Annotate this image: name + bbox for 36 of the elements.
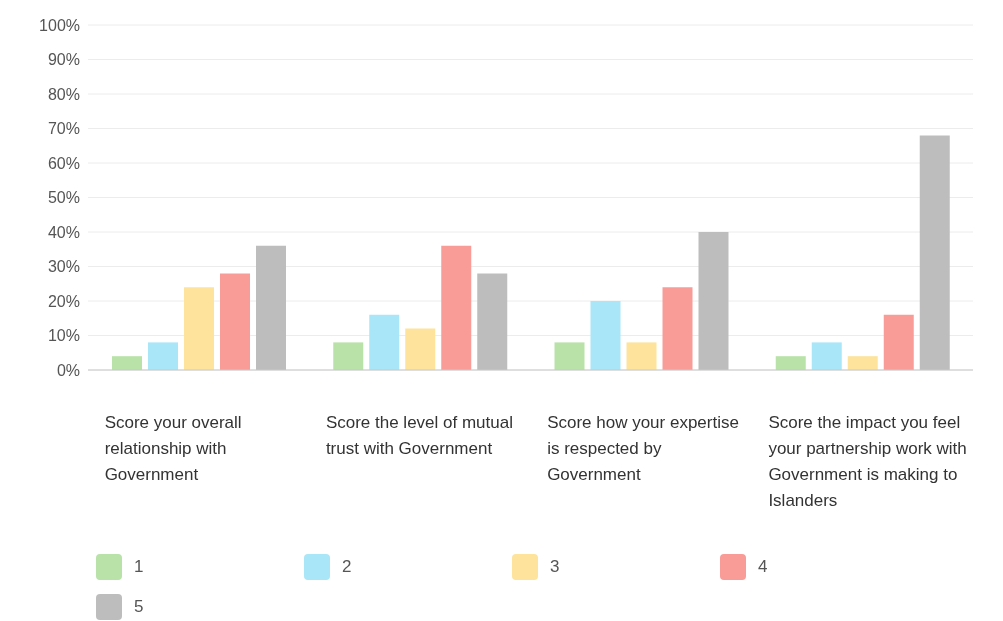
x-tick-label: Score the impact you feel your partnership work with Government is making to Islanders [768,412,968,512]
y-tick-label: 30% [47,258,80,276]
x-tick-label: Score your overall relationship with Government [104,412,243,486]
bar [333,342,364,370]
legend-label: 1 [134,557,144,577]
bar [405,328,436,370]
bar [148,342,178,370]
y-tick-label: 100% [39,16,80,34]
bar [369,314,400,370]
bar [184,287,214,370]
bar [775,356,806,370]
bar [662,287,693,370]
y-tick-label: 0% [56,361,80,379]
y-tick-label: 80% [47,85,80,103]
bar [441,245,472,370]
y-tick-label: 10% [47,327,80,345]
bar [554,342,585,370]
legend-label: 4 [758,557,768,577]
legend-label: 2 [342,557,352,577]
y-tick-label: 90% [47,51,80,69]
bar [626,342,657,370]
legend-label: 5 [134,597,144,617]
x-tick-label: Score the level of mutual trust with Government [325,412,514,460]
bar [112,356,142,370]
bar [883,314,914,370]
bar [811,342,842,370]
y-tick-label: 40% [47,223,80,241]
y-tick-label: 50% [47,189,80,207]
y-tick-label: 20% [47,292,80,310]
bar [847,356,878,370]
y-tick-label: 70% [47,120,80,138]
bar [220,273,250,370]
y-tick-label: 60% [47,154,80,172]
x-tick-label: Score how your expertise is respected by Government [547,412,740,486]
legend-label: 3 [550,557,560,577]
bar [590,301,621,370]
